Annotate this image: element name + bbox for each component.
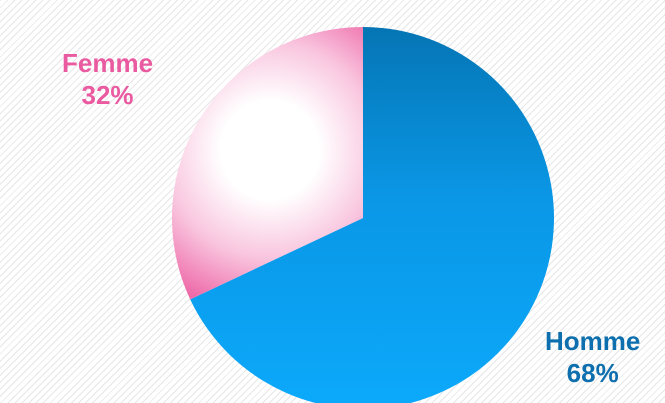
slice-label-femme: Femme 32% <box>62 47 153 111</box>
slice-label-homme: Homme 68% <box>545 325 640 389</box>
pie-slice-homme <box>190 27 555 403</box>
pie-slice-femme <box>172 27 363 300</box>
slice-name-femme: Femme <box>62 48 154 78</box>
slice-value-homme: 68% <box>566 358 619 388</box>
slice-name-homme: Homme <box>545 326 641 356</box>
slice-value-femme: 32% <box>81 80 134 110</box>
